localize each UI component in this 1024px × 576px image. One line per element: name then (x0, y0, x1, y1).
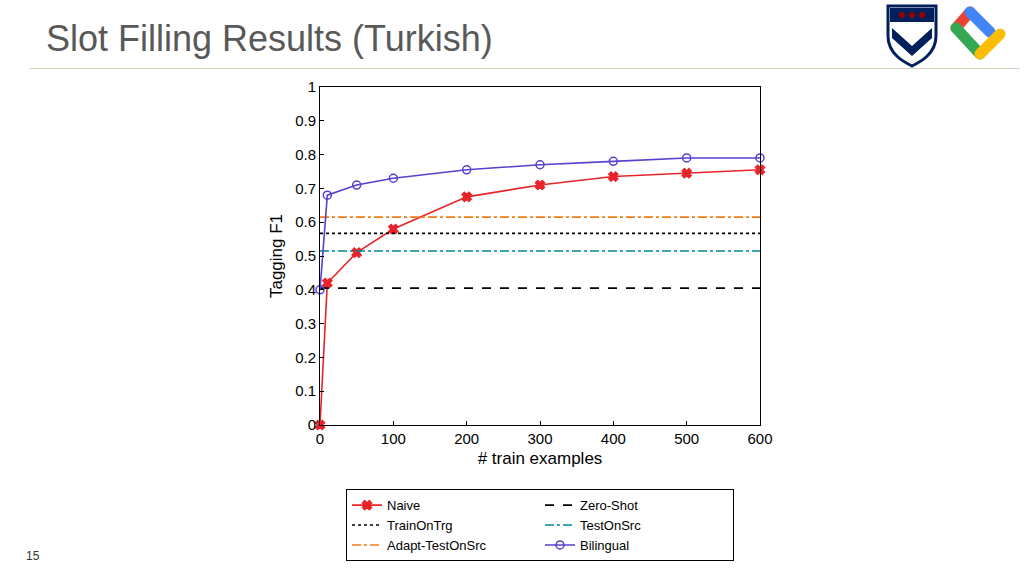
svg-text:500: 500 (674, 430, 699, 447)
html-text:Slot Filling Results (Turkish): Slot Filling Results (Turkish) (46, 18, 493, 59)
svg-text:200: 200 (454, 430, 479, 447)
svg-text:0: 0 (316, 430, 324, 447)
svg-text:Tagging F1: Tagging F1 (267, 214, 286, 298)
svg-text:600: 600 (747, 430, 772, 447)
svg-text:Adapt-TestOnSrc: Adapt-TestOnSrc (387, 538, 486, 553)
svg-text:# train examples: # train examples (478, 449, 603, 468)
svg-text:0.5: 0.5 (295, 247, 316, 264)
svg-text:0.2: 0.2 (295, 349, 316, 366)
svg-text:TestOnSrc: TestOnSrc (580, 518, 641, 533)
svg-text:0: 0 (308, 416, 316, 433)
svg-text:300: 300 (527, 430, 552, 447)
svg-text:TrainOnTrg: TrainOnTrg (387, 518, 453, 533)
svg-text:0.1: 0.1 (295, 382, 316, 399)
svg-text:1: 1 (308, 78, 316, 95)
svg-text:400: 400 (601, 430, 626, 447)
svg-text:0.3: 0.3 (295, 315, 316, 332)
html-text:15: 15 (26, 549, 40, 563)
svg-text:0.6: 0.6 (295, 213, 316, 230)
svg-text:Bilingual: Bilingual (580, 538, 629, 553)
svg-text:Naive: Naive (387, 498, 420, 513)
svg-text:100: 100 (381, 430, 406, 447)
svg-text:0.9: 0.9 (295, 112, 316, 129)
svg-text:0.4: 0.4 (295, 281, 316, 298)
svg-text:0.8: 0.8 (295, 146, 316, 163)
svg-text:Zero-Shot: Zero-Shot (580, 498, 638, 513)
svg-text:0.7: 0.7 (295, 180, 316, 197)
